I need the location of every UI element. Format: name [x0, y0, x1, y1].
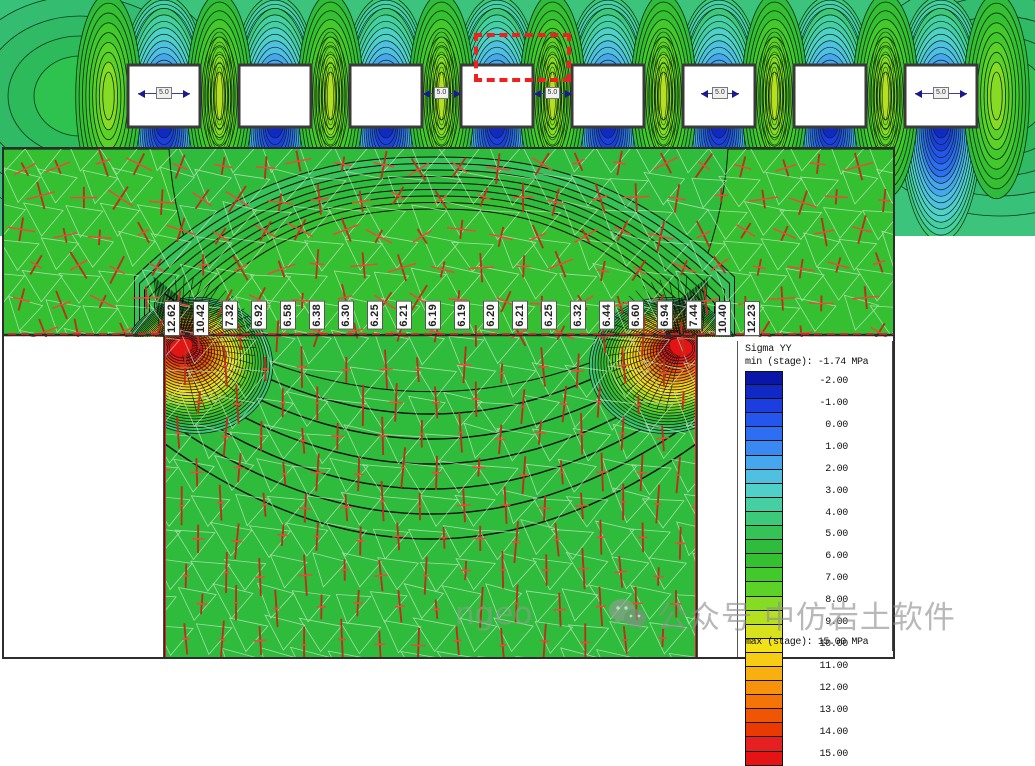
- pillar-stress-label: 6.21: [396, 301, 412, 330]
- overview-dimension-arrow: [423, 90, 430, 98]
- legend-swatch: [745, 512, 783, 526]
- legend-title: Sigma YY: [745, 344, 791, 355]
- region-of-interest-highlight[interactable]: [474, 33, 571, 82]
- legend-swatch: [745, 737, 783, 751]
- overview-dimension-arrow: [701, 90, 708, 98]
- overview-dimension-arrow: [732, 90, 739, 98]
- pillar-stress-label: 6.20: [483, 301, 499, 330]
- pillar-stress-label: 6.92: [251, 301, 267, 330]
- legend-swatch: [745, 723, 783, 737]
- legend-swatch: [745, 399, 783, 413]
- legend-tick: 15.00: [786, 744, 848, 766]
- legend-swatch: [745, 568, 783, 582]
- overview-dimension-label: 5.0: [712, 87, 728, 99]
- legend-tick: -2.00: [786, 371, 848, 393]
- legend-swatch: [745, 484, 783, 498]
- legend-tick: 11.00: [786, 656, 848, 678]
- pillar-stress-label: 6.25: [367, 301, 383, 330]
- overview-dimension-label: 5.0: [156, 87, 172, 99]
- pillar-stress-label: 10.42: [193, 301, 209, 336]
- watermark-text: 公众号 中仿岩土软件: [657, 592, 956, 637]
- pillar-stress-label: 12.23: [744, 301, 760, 336]
- overview-dimension-arrow: [565, 90, 572, 98]
- legend-swatch: [745, 752, 783, 766]
- legend-swatch: [745, 667, 783, 681]
- pillar-stress-label: 10.40: [715, 301, 731, 336]
- pillar-stress-label: 7.44: [686, 301, 702, 330]
- legend-swatch: [745, 456, 783, 470]
- legend-tick: 2.00: [786, 459, 848, 481]
- legend-tick: 7.00: [786, 568, 848, 590]
- legend-tick: 5.00: [786, 524, 848, 546]
- legend-tick: 13.00: [786, 700, 848, 722]
- overview-dimension-arrow: [183, 90, 190, 98]
- pillar-stress-label: 6.44: [599, 301, 615, 330]
- legend-swatch: [745, 470, 783, 484]
- legend-tick: -1.00: [786, 393, 848, 415]
- pillar-stress-label: 7.32: [222, 301, 238, 330]
- legend-swatch: [745, 540, 783, 554]
- pillar-stress-label: 6.19: [454, 301, 470, 330]
- overview-dimension-arrow: [915, 90, 922, 98]
- legend-tick: 0.00: [786, 415, 848, 437]
- legend-swatch: [745, 709, 783, 723]
- legend-swatch: [745, 653, 783, 667]
- pillar-stress-label: 6.19: [425, 301, 441, 330]
- legend-color-swatches: [745, 371, 783, 766]
- legend-tick: 6.00: [786, 546, 848, 568]
- legend-swatch: [745, 498, 783, 512]
- overview-dimension-arrow: [534, 90, 541, 98]
- overview-dimension-label: 5.0: [933, 87, 949, 99]
- watermark-mid-text: ngeo: [455, 596, 532, 632]
- watermark: 公众号 中仿岩土软件: [608, 592, 956, 636]
- overview-dimension-arrow: [960, 90, 967, 98]
- legend-tick: 12.00: [786, 678, 848, 700]
- pillar-stress-label: 12.62: [164, 301, 180, 336]
- legend-min-text: min (stage): -1.74 MPa: [745, 357, 868, 368]
- pillar-stress-label: 6.94: [657, 301, 673, 330]
- overview-dimension-arrow: [138, 90, 145, 98]
- legend-swatch: [745, 385, 783, 399]
- legend-tick: 14.00: [786, 722, 848, 744]
- pillar-stress-label: 6.25: [541, 301, 557, 330]
- legend-tick: 4.00: [786, 503, 848, 525]
- legend-tick: 3.00: [786, 481, 848, 503]
- legend-swatch: [745, 554, 783, 568]
- pillar-stress-label: 6.58: [280, 301, 296, 330]
- overview-dimension-label: 5.0: [545, 87, 561, 99]
- legend-swatch: [745, 427, 783, 441]
- legend-swatch: [745, 681, 783, 695]
- pillar-stress-label: 6.38: [309, 301, 325, 330]
- legend-swatch: [745, 695, 783, 709]
- pillar-stress-label: 6.30: [338, 301, 354, 330]
- legend-swatch: [745, 441, 783, 455]
- legend-swatch: [745, 526, 783, 540]
- overview-dimension-arrow: [454, 90, 461, 98]
- overview-dimension-label: 5.0: [434, 87, 450, 99]
- pillar-stress-label: 6.32: [570, 301, 586, 330]
- legend-swatch: [745, 413, 783, 427]
- wechat-icon: [608, 597, 648, 631]
- legend-max-text: max (stage): 15.00 MPa: [745, 637, 868, 648]
- pillar-stress-label: 6.21: [512, 301, 528, 330]
- pillar-stress-label: 6.60: [628, 301, 644, 330]
- legend-tick: 1.00: [786, 437, 848, 459]
- legend-swatch: [745, 371, 783, 385]
